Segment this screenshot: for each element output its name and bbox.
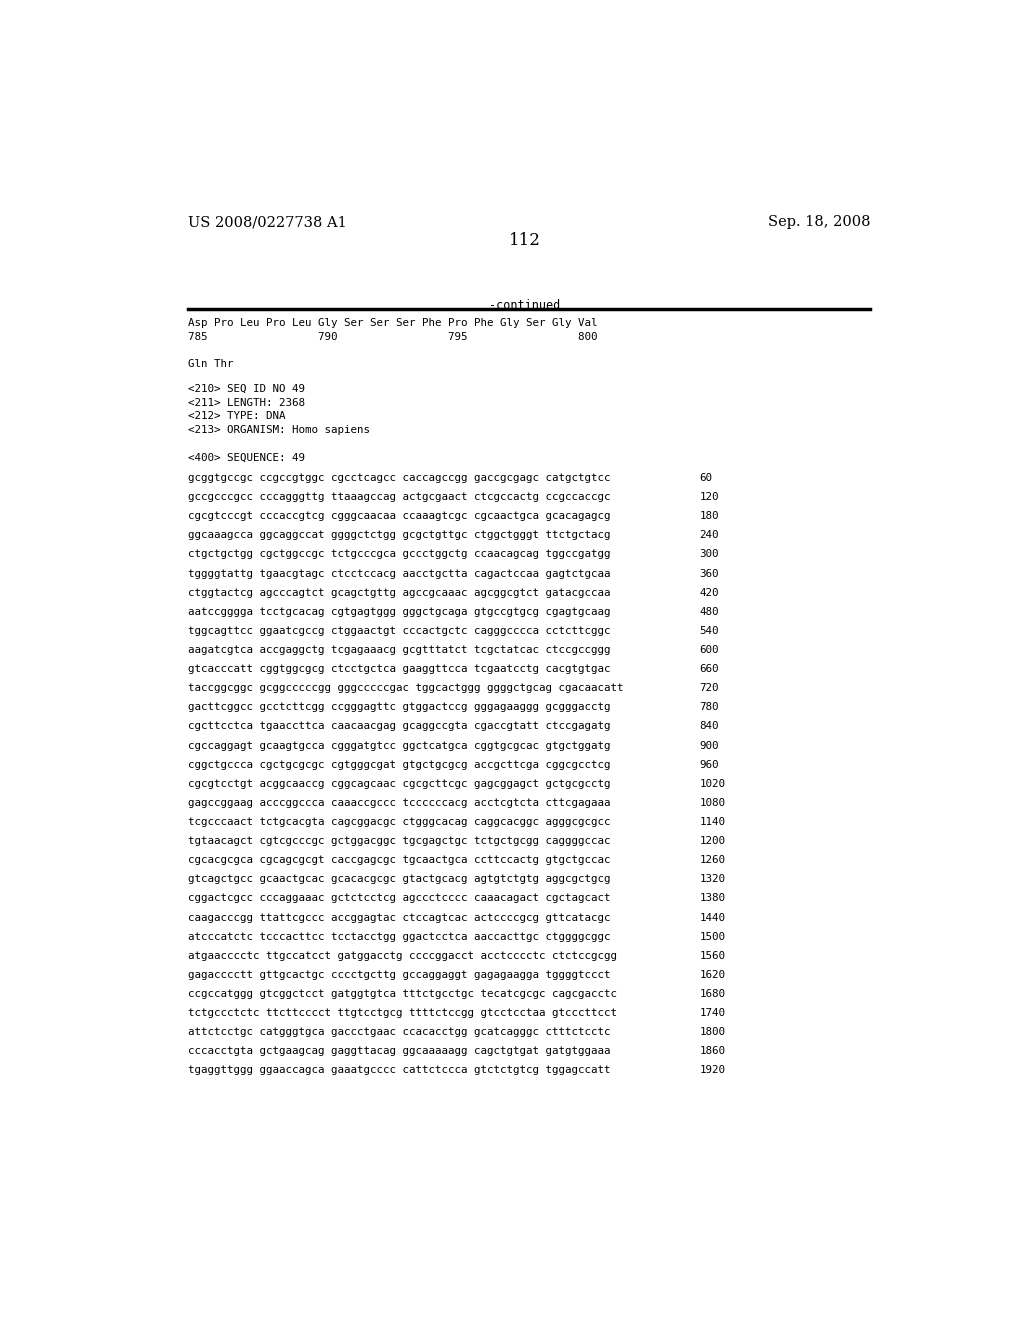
Text: gccgcccgcc cccagggttg ttaaagccag actgcgaact ctcgccactg ccgccaccgc: gccgcccgcc cccagggttg ttaaagccag actgcga…	[187, 492, 610, 502]
Text: cgcgtcccgt cccaccgtcg cgggcaacaa ccaaagtcgc cgcaactgca gcacagagcg: cgcgtcccgt cccaccgtcg cgggcaacaa ccaaagt…	[187, 511, 610, 521]
Text: 1080: 1080	[699, 797, 725, 808]
Text: <210> SEQ ID NO 49: <210> SEQ ID NO 49	[187, 384, 304, 393]
Text: ctggtactcg agcccagtct gcagctgttg agccgcaaac agcggcgtct gatacgccaa: ctggtactcg agcccagtct gcagctgttg agccgca…	[187, 587, 610, 598]
Text: ctgctgctgg cgctggccgc tctgcccgca gccctggctg ccaacagcag tggccgatgg: ctgctgctgg cgctggccgc tctgcccgca gccctgg…	[187, 549, 610, 560]
Text: 780: 780	[699, 702, 719, 713]
Text: 1860: 1860	[699, 1047, 725, 1056]
Text: aatccgggga tcctgcacag cgtgagtggg gggctgcaga gtgccgtgcg cgagtgcaag: aatccgggga tcctgcacag cgtgagtggg gggctgc…	[187, 607, 610, 616]
Text: 180: 180	[699, 511, 719, 521]
Text: ggcaaagcca ggcaggccat ggggctctgg gcgctgttgc ctggctgggt ttctgctacg: ggcaaagcca ggcaggccat ggggctctgg gcgctgt…	[187, 531, 610, 540]
Text: cgcgtcctgt acggcaaccg cggcagcaac cgcgcttcgc gagcggagct gctgcgcctg: cgcgtcctgt acggcaaccg cggcagcaac cgcgctt…	[187, 779, 610, 789]
Text: 60: 60	[699, 473, 713, 483]
Text: gtcacccatt cggtggcgcg ctcctgctca gaaggttcca tcgaatcctg cacgtgtgac: gtcacccatt cggtggcgcg ctcctgctca gaaggtt…	[187, 664, 610, 675]
Text: aagatcgtca accgaggctg tcgagaaacg gcgtttatct tcgctatcac ctccgccggg: aagatcgtca accgaggctg tcgagaaacg gcgttta…	[187, 645, 610, 655]
Text: 1740: 1740	[699, 1008, 725, 1018]
Text: attctcctgc catgggtgca gaccctgaac ccacacctgg gcatcagggc ctttctcctc: attctcctgc catgggtgca gaccctgaac ccacacc…	[187, 1027, 610, 1038]
Text: cccacctgta gctgaagcag gaggttacag ggcaaaaagg cagctgtgat gatgtggaaa: cccacctgta gctgaagcag gaggttacag ggcaaaa…	[187, 1047, 610, 1056]
Text: gacttcggcc gcctcttcgg ccgggagttc gtggactccg gggagaaggg gcgggacctg: gacttcggcc gcctcttcgg ccgggagttc gtggact…	[187, 702, 610, 713]
Text: 1440: 1440	[699, 912, 725, 923]
Text: 240: 240	[699, 531, 719, 540]
Text: 300: 300	[699, 549, 719, 560]
Text: cgcttcctca tgaaccttca caacaacgag gcaggccgta cgaccgtatt ctccgagatg: cgcttcctca tgaaccttca caacaacgag gcaggcc…	[187, 722, 610, 731]
Text: taccggcggc gcggcccccgg gggcccccgac tggcactggg ggggctgcag cgacaacatt: taccggcggc gcggcccccgg gggcccccgac tggca…	[187, 684, 623, 693]
Text: 840: 840	[699, 722, 719, 731]
Text: 480: 480	[699, 607, 719, 616]
Text: 1260: 1260	[699, 855, 725, 865]
Text: cgccaggagt gcaagtgcca cgggatgtcc ggctcatgca cggtgcgcac gtgctggatg: cgccaggagt gcaagtgcca cgggatgtcc ggctcat…	[187, 741, 610, 751]
Text: 1680: 1680	[699, 989, 725, 999]
Text: US 2008/0227738 A1: US 2008/0227738 A1	[187, 215, 346, 230]
Text: 960: 960	[699, 759, 719, 770]
Text: gtcagctgcc gcaactgcac gcacacgcgc gtactgcacg agtgtctgtg aggcgctgcg: gtcagctgcc gcaactgcac gcacacgcgc gtactgc…	[187, 874, 610, 884]
Text: tcgcccaact tctgcacgta cagcggacgc ctgggcacag caggcacggc agggcgcgcc: tcgcccaact tctgcacgta cagcggacgc ctgggca…	[187, 817, 610, 826]
Text: <212> TYPE: DNA: <212> TYPE: DNA	[187, 412, 285, 421]
Text: Asp Pro Leu Pro Leu Gly Ser Ser Ser Phe Pro Phe Gly Ser Gly Val: Asp Pro Leu Pro Leu Gly Ser Ser Ser Phe …	[187, 318, 597, 327]
Text: 600: 600	[699, 645, 719, 655]
Text: atcccatctc tcccacttcc tcctacctgg ggactcctca aaccacttgc ctggggcggc: atcccatctc tcccacttcc tcctacctgg ggactcc…	[187, 932, 610, 941]
Text: tggcagttcc ggaatcgccg ctggaactgt cccactgctc cagggcccca cctcttcggc: tggcagttcc ggaatcgccg ctggaactgt cccactg…	[187, 626, 610, 636]
Text: 720: 720	[699, 684, 719, 693]
Text: 540: 540	[699, 626, 719, 636]
Text: 900: 900	[699, 741, 719, 751]
Text: 1200: 1200	[699, 836, 725, 846]
Text: 1560: 1560	[699, 950, 725, 961]
Text: 785                 790                 795                 800: 785 790 795 800	[187, 331, 597, 342]
Text: cgcacgcgca cgcagcgcgt caccgagcgc tgcaactgca ccttccactg gtgctgccac: cgcacgcgca cgcagcgcgt caccgagcgc tgcaact…	[187, 855, 610, 865]
Text: tggggtattg tgaacgtagc ctcctccacg aacctgctta cagactccaa gagtctgcaa: tggggtattg tgaacgtagc ctcctccacg aacctgc…	[187, 569, 610, 578]
Text: tgtaacagct cgtcgcccgc gctggacggc tgcgagctgc tctgctgcgg caggggccac: tgtaacagct cgtcgcccgc gctggacggc tgcgagc…	[187, 836, 610, 846]
Text: gagacccctt gttgcactgc cccctgcttg gccaggaggt gagagaagga tggggtccct: gagacccctt gttgcactgc cccctgcttg gccagga…	[187, 970, 610, 979]
Text: 420: 420	[699, 587, 719, 598]
Text: ccgccatggg gtcggctcct gatggtgtca tttctgcctgc tecatcgcgc cagcgacctc: ccgccatggg gtcggctcct gatggtgtca tttctgc…	[187, 989, 616, 999]
Text: tctgccctctc ttcttcccct ttgtcctgcg ttttctccgg gtcctcctaa gtcccttcct: tctgccctctc ttcttcccct ttgtcctgcg ttttct…	[187, 1008, 616, 1018]
Text: 1620: 1620	[699, 970, 725, 979]
Text: 1320: 1320	[699, 874, 725, 884]
Text: <211> LENGTH: 2368: <211> LENGTH: 2368	[187, 397, 304, 408]
Text: 1140: 1140	[699, 817, 725, 826]
Text: 112: 112	[509, 231, 541, 248]
Text: <213> ORGANISM: Homo sapiens: <213> ORGANISM: Homo sapiens	[187, 425, 370, 436]
Text: 120: 120	[699, 492, 719, 502]
Text: 660: 660	[699, 664, 719, 675]
Text: 1500: 1500	[699, 932, 725, 941]
Text: 1380: 1380	[699, 894, 725, 903]
Text: Sep. 18, 2008: Sep. 18, 2008	[768, 215, 870, 230]
Text: gagccggaag acccggccca caaaccgccc tccccccacg acctcgtcta cttcgagaaa: gagccggaag acccggccca caaaccgccc tcccccc…	[187, 797, 610, 808]
Text: caagacccgg ttattcgccc accggagtac ctccagtcac actccccgcg gttcatacgc: caagacccgg ttattcgccc accggagtac ctccagt…	[187, 912, 610, 923]
Text: 1920: 1920	[699, 1065, 725, 1076]
Text: cggactcgcc cccaggaaac gctctcctcg agccctcccc caaacagact cgctagcact: cggactcgcc cccaggaaac gctctcctcg agccctc…	[187, 894, 610, 903]
Text: -continued: -continued	[489, 298, 560, 312]
Text: 360: 360	[699, 569, 719, 578]
Text: 1800: 1800	[699, 1027, 725, 1038]
Text: tgaggttggg ggaaccagca gaaatgcccc cattctccca gtctctgtcg tggagccatt: tgaggttggg ggaaccagca gaaatgcccc cattctc…	[187, 1065, 610, 1076]
Text: <400> SEQUENCE: 49: <400> SEQUENCE: 49	[187, 453, 304, 462]
Text: 1020: 1020	[699, 779, 725, 789]
Text: atgaacccctc ttgccatcct gatggacctg ccccggacct acctcccctc ctctccgcgg: atgaacccctc ttgccatcct gatggacctg ccccgg…	[187, 950, 616, 961]
Text: gcggtgccgc ccgccgtggc cgcctcagcc caccagccgg gaccgcgagc catgctgtcc: gcggtgccgc ccgccgtggc cgcctcagcc caccagc…	[187, 473, 610, 483]
Text: Gln Thr: Gln Thr	[187, 359, 233, 370]
Text: cggctgccca cgctgcgcgc cgtgggcgat gtgctgcgcg accgcttcga cggcgcctcg: cggctgccca cgctgcgcgc cgtgggcgat gtgctgc…	[187, 759, 610, 770]
